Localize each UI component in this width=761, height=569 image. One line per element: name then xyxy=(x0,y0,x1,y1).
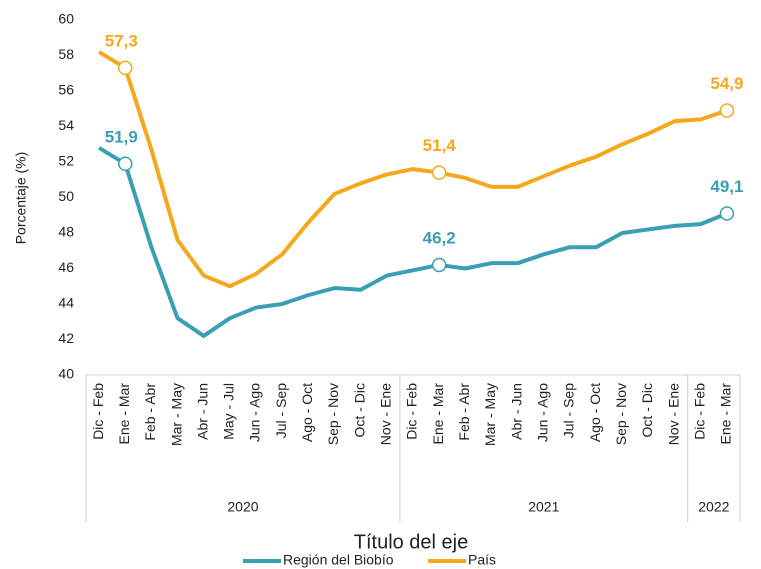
x-tick-label: Mar - May xyxy=(168,383,184,446)
x-tick-label: Ene - Mar xyxy=(718,383,734,445)
data-label: 51,4 xyxy=(423,136,457,155)
x-tick-label: Dic - Feb xyxy=(404,383,420,440)
x-axis-title: Título del eje xyxy=(354,531,469,553)
y-tick-label: 44 xyxy=(58,295,74,311)
data-marker xyxy=(719,103,735,118)
data-marker xyxy=(431,165,447,180)
group-label: 2020 xyxy=(227,499,258,515)
x-tick-label: May - Jul xyxy=(221,383,237,440)
x-tick-label: Ene - Mar xyxy=(430,383,446,445)
x-tick-label: Feb - Abr xyxy=(142,383,158,441)
legend-label: País xyxy=(468,552,496,568)
y-tick-label: 46 xyxy=(58,259,74,275)
y-tick-label: 58 xyxy=(58,46,74,62)
data-marker xyxy=(431,257,447,273)
y-tick-label: 50 xyxy=(58,188,74,204)
x-tick-label: Ago - Oct xyxy=(299,383,315,442)
y-tick-label: 48 xyxy=(58,224,74,240)
y-tick-label: 52 xyxy=(58,153,74,169)
data-label: 54,9 xyxy=(710,74,743,93)
x-tick-label: Feb - Abr xyxy=(456,383,472,441)
data-marker xyxy=(719,206,735,221)
group-label: 2022 xyxy=(698,499,729,515)
data-label: 51,9 xyxy=(105,127,138,146)
y-axis-title: Porcentaje (%) xyxy=(13,152,29,245)
x-tick-label: Dic - Feb xyxy=(90,383,106,440)
x-tick-label: Oct - Dic xyxy=(351,383,367,437)
x-tick-label: Nov - Ene xyxy=(378,383,394,445)
x-tick-label: Abr - Jun xyxy=(508,383,524,440)
y-tick-label: 42 xyxy=(58,330,74,346)
x-tick-label: Abr - Jun xyxy=(194,383,210,440)
data-label: 57,3 xyxy=(105,31,138,50)
x-tick-label: Sep - Nov xyxy=(613,383,629,445)
y-tick-label: 54 xyxy=(58,117,74,133)
x-tick-label: Ene - Mar xyxy=(116,383,132,445)
y-tick-label: 56 xyxy=(58,82,74,98)
data-marker xyxy=(117,156,133,172)
y-tick-label: 40 xyxy=(58,366,74,382)
x-tick-label: Jun - Ago xyxy=(247,383,263,442)
x-tick-label: Sep - Nov xyxy=(325,383,341,445)
x-tick-label: Nov - Ene xyxy=(665,383,681,445)
x-tick-label: Jun - Ago xyxy=(535,383,551,442)
x-tick-label: Ago - Oct xyxy=(587,383,603,442)
data-label: 46,2 xyxy=(423,228,456,247)
x-tick-label: Dic - Feb xyxy=(691,383,707,440)
data-label: 49,1 xyxy=(710,177,743,196)
series-line xyxy=(98,50,728,289)
series-line xyxy=(98,146,728,338)
group-label: 2021 xyxy=(528,499,559,515)
x-tick-label: Jul - Sep xyxy=(561,383,577,438)
x-tick-label: Mar - May xyxy=(482,383,498,446)
x-tick-label: Jul - Sep xyxy=(273,383,289,438)
x-tick-label: Oct - Dic xyxy=(639,383,655,437)
data-marker xyxy=(117,60,133,76)
legend-label: Región del Biobío xyxy=(283,552,394,568)
y-tick-label: 60 xyxy=(58,11,74,27)
